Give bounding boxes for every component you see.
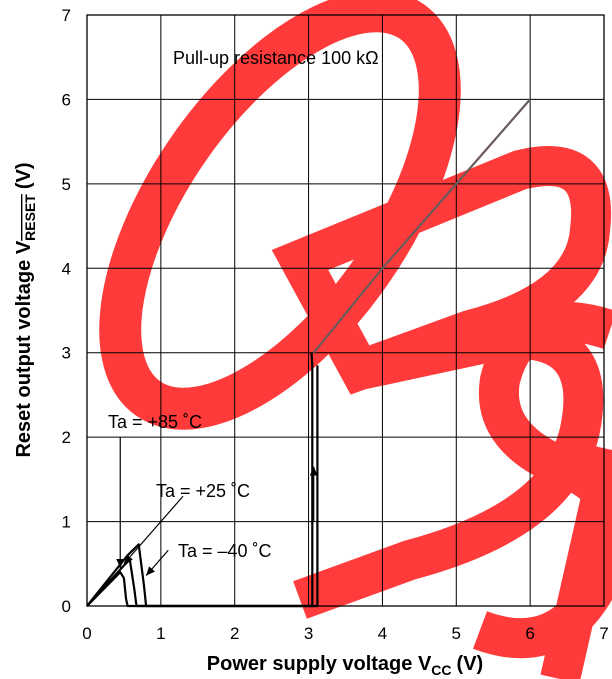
watermark-letter-o	[99, 0, 461, 430]
watermark-letter-b	[271, 146, 612, 619]
y-tick-label: 0	[62, 597, 71, 616]
y-tick-labels: 0 1 2 3 4 5 6 7	[62, 6, 71, 616]
x-tick-label: 4	[378, 624, 387, 643]
x-tick-label: 5	[452, 624, 461, 643]
y-tick-label: 2	[62, 428, 71, 447]
condition-label: Pull-up resistance 100 kΩ	[173, 48, 379, 68]
y-tick-label: 3	[62, 344, 71, 363]
x-tick-labels: 0 1 2 3 4 5 6 7	[82, 624, 608, 643]
annotation-arrow	[145, 549, 169, 577]
watermark	[99, 0, 612, 679]
x-tick-label: 2	[230, 624, 239, 643]
y-axis-title-unit: (V)	[13, 162, 35, 189]
y-axis-title: Reset output voltage VRESET (V)	[13, 162, 38, 457]
series-line-ta25	[86, 558, 316, 608]
x-axis-title-main: Power supply voltage V	[207, 653, 432, 675]
watermark-letter-stroke	[540, 445, 612, 679]
y-axis-title-main: Reset output voltage V	[13, 240, 35, 457]
y-axis-title-sub: RESET	[22, 194, 38, 241]
x-tick-label: 6	[525, 624, 534, 643]
series-line-rise	[312, 98, 531, 354]
annotation-arrow	[123, 495, 184, 565]
plot-frame	[86, 14, 605, 607]
x-axis-title-sub: CC	[431, 662, 451, 678]
y-tick-label: 1	[62, 513, 71, 532]
x-tick-label: 1	[156, 624, 165, 643]
x-tick-label: 7	[599, 624, 608, 643]
ta25-label: Ta = +25 ˚C	[156, 481, 250, 501]
x-axis-title: Power supply voltage VCC (V)	[207, 653, 483, 678]
x-tick-label: 3	[304, 624, 313, 643]
y-tick-label: 4	[62, 259, 71, 278]
ta85-label: Ta = +85 ˚C	[108, 412, 202, 432]
tm40-label: Ta = –40 ˚C	[178, 541, 272, 561]
annotation-arrows	[116, 437, 318, 577]
y-tick-label: 5	[62, 175, 71, 194]
x-axis-title-unit: (V)	[457, 653, 484, 675]
y-tick-label: 6	[62, 90, 71, 109]
series-line-ta85	[86, 352, 314, 608]
x-tick-label: 0	[82, 624, 91, 643]
grid	[87, 15, 604, 606]
y-tick-label: 7	[62, 6, 71, 25]
